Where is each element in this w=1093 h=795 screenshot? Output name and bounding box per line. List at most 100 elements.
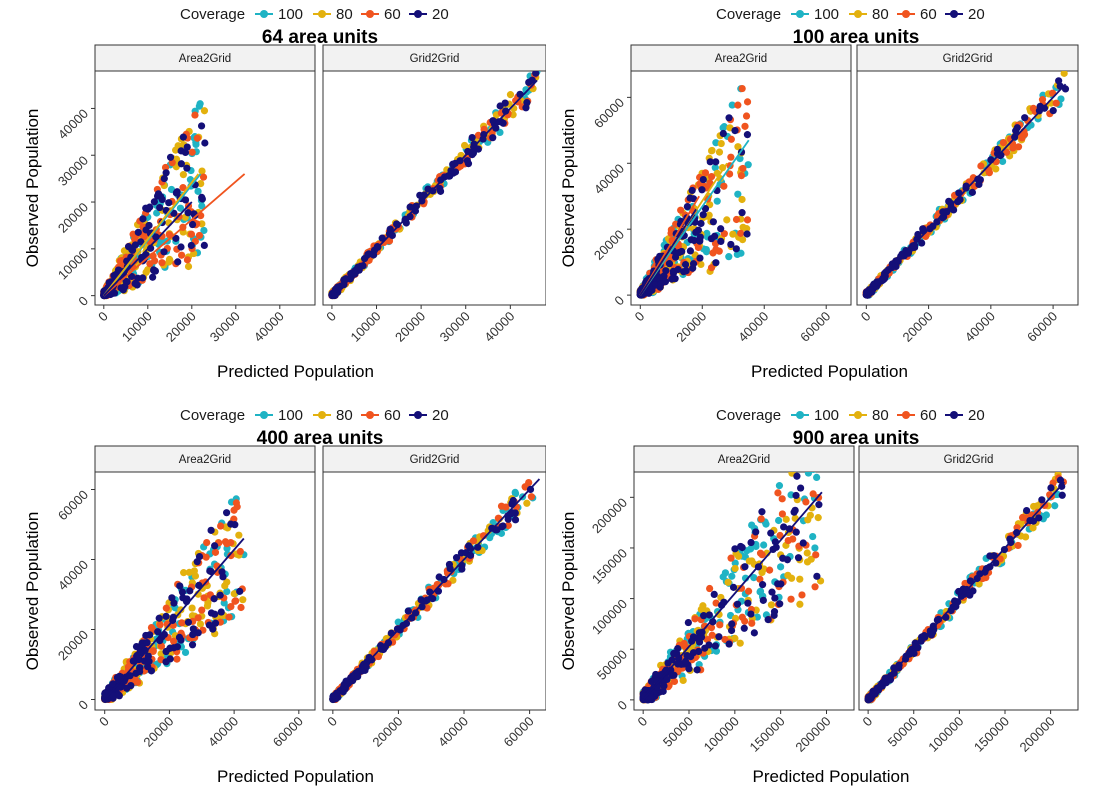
data-point: [1002, 148, 1011, 156]
data-point: [688, 186, 696, 195]
data-point: [501, 99, 509, 107]
chart-title: 64 area units: [262, 27, 378, 48]
data-point: [725, 253, 733, 261]
data-point: [933, 218, 941, 226]
legend-key-point: [854, 411, 862, 419]
data-point: [210, 595, 218, 603]
data-point: [743, 98, 752, 106]
data-point: [189, 630, 197, 639]
data-point: [144, 266, 152, 274]
legend-key-point: [318, 10, 326, 18]
x-tick-label: 40000: [251, 309, 287, 345]
data-point: [158, 259, 166, 267]
data-point: [127, 272, 136, 281]
data-point: [793, 472, 801, 480]
chart-title: 400 area units: [257, 428, 384, 449]
data-point: [115, 266, 123, 274]
data-point: [767, 529, 775, 537]
data-point: [701, 205, 710, 213]
data-point: [179, 184, 187, 192]
data-point: [737, 249, 745, 257]
data-point: [528, 76, 536, 84]
x-tick-label: 100000: [701, 714, 742, 755]
legend-key-point: [854, 10, 862, 18]
data-point: [728, 620, 736, 628]
x-tick-label: 0: [860, 714, 876, 730]
data-point: [436, 187, 445, 195]
data-point: [712, 139, 720, 147]
data-point: [776, 531, 784, 540]
data-point: [527, 493, 536, 501]
data-point: [862, 289, 871, 297]
data-point: [166, 655, 174, 663]
data-point: [646, 693, 654, 701]
data-point: [707, 624, 716, 632]
facet-strip: [856, 44, 1079, 72]
legend-key-point: [796, 10, 804, 18]
y-tick-label: 100000: [589, 596, 630, 637]
data-point: [758, 568, 766, 577]
data-point: [697, 219, 705, 228]
data-point: [725, 640, 733, 648]
x-tick-label: 30000: [207, 309, 243, 345]
data-point: [203, 602, 212, 610]
data-point: [709, 249, 717, 257]
data-point: [144, 652, 152, 660]
data-point: [776, 600, 784, 608]
y-tick-label: 60000: [591, 95, 627, 131]
y-tick-label: 60000: [55, 487, 91, 523]
data-point: [239, 596, 247, 604]
data-point: [162, 604, 170, 612]
data-point: [223, 540, 231, 548]
data-point: [140, 233, 148, 241]
facet-grid2grid: Grid2Grid 0 10000 20000 30000 40000: [322, 44, 546, 345]
data-point: [999, 157, 1007, 166]
data-point: [237, 603, 245, 612]
data-point: [139, 274, 147, 282]
points-layer: [636, 84, 752, 299]
data-point: [738, 209, 746, 217]
data-point: [768, 588, 776, 596]
data-point: [750, 573, 758, 582]
facet-area2grid: Area2Grid 0 20000 40000 60000: [94, 445, 316, 750]
data-point: [1033, 502, 1041, 510]
data-point: [236, 547, 244, 556]
data-point: [949, 206, 958, 214]
data-point: [927, 631, 935, 639]
x-tick-label: 150000: [746, 714, 787, 755]
data-point: [209, 625, 217, 633]
data-point: [703, 635, 712, 644]
data-point: [1051, 502, 1059, 510]
data-point: [187, 230, 196, 238]
facet-strip-label: Grid2Grid: [943, 53, 993, 65]
data-point: [151, 267, 160, 275]
data-point: [696, 233, 705, 241]
x-tick-label: 50000: [885, 714, 921, 750]
data-point: [810, 472, 816, 473]
data-point: [393, 625, 402, 633]
data-point: [162, 612, 170, 620]
data-point: [429, 595, 437, 603]
data-point: [775, 482, 784, 490]
data-point: [511, 516, 520, 524]
legend-key-point: [796, 411, 804, 419]
data-point: [1014, 143, 1023, 151]
data-point: [223, 509, 231, 517]
data-point: [689, 260, 698, 268]
data-point: [792, 491, 800, 500]
data-point: [217, 522, 225, 530]
data-point: [197, 179, 205, 188]
x-tick-label: 0: [323, 309, 339, 325]
legend-label-100: 100: [814, 6, 839, 23]
data-point: [742, 112, 751, 120]
data-point: [150, 198, 158, 206]
points-layer: [329, 478, 541, 704]
data-point: [479, 135, 487, 143]
chart-title: 900 area units: [793, 428, 920, 449]
legend-label-100: 100: [814, 407, 839, 424]
data-point: [177, 160, 185, 168]
data-point: [404, 607, 412, 615]
data-point: [188, 148, 196, 156]
data-point: [489, 117, 497, 125]
data-point: [766, 566, 774, 574]
